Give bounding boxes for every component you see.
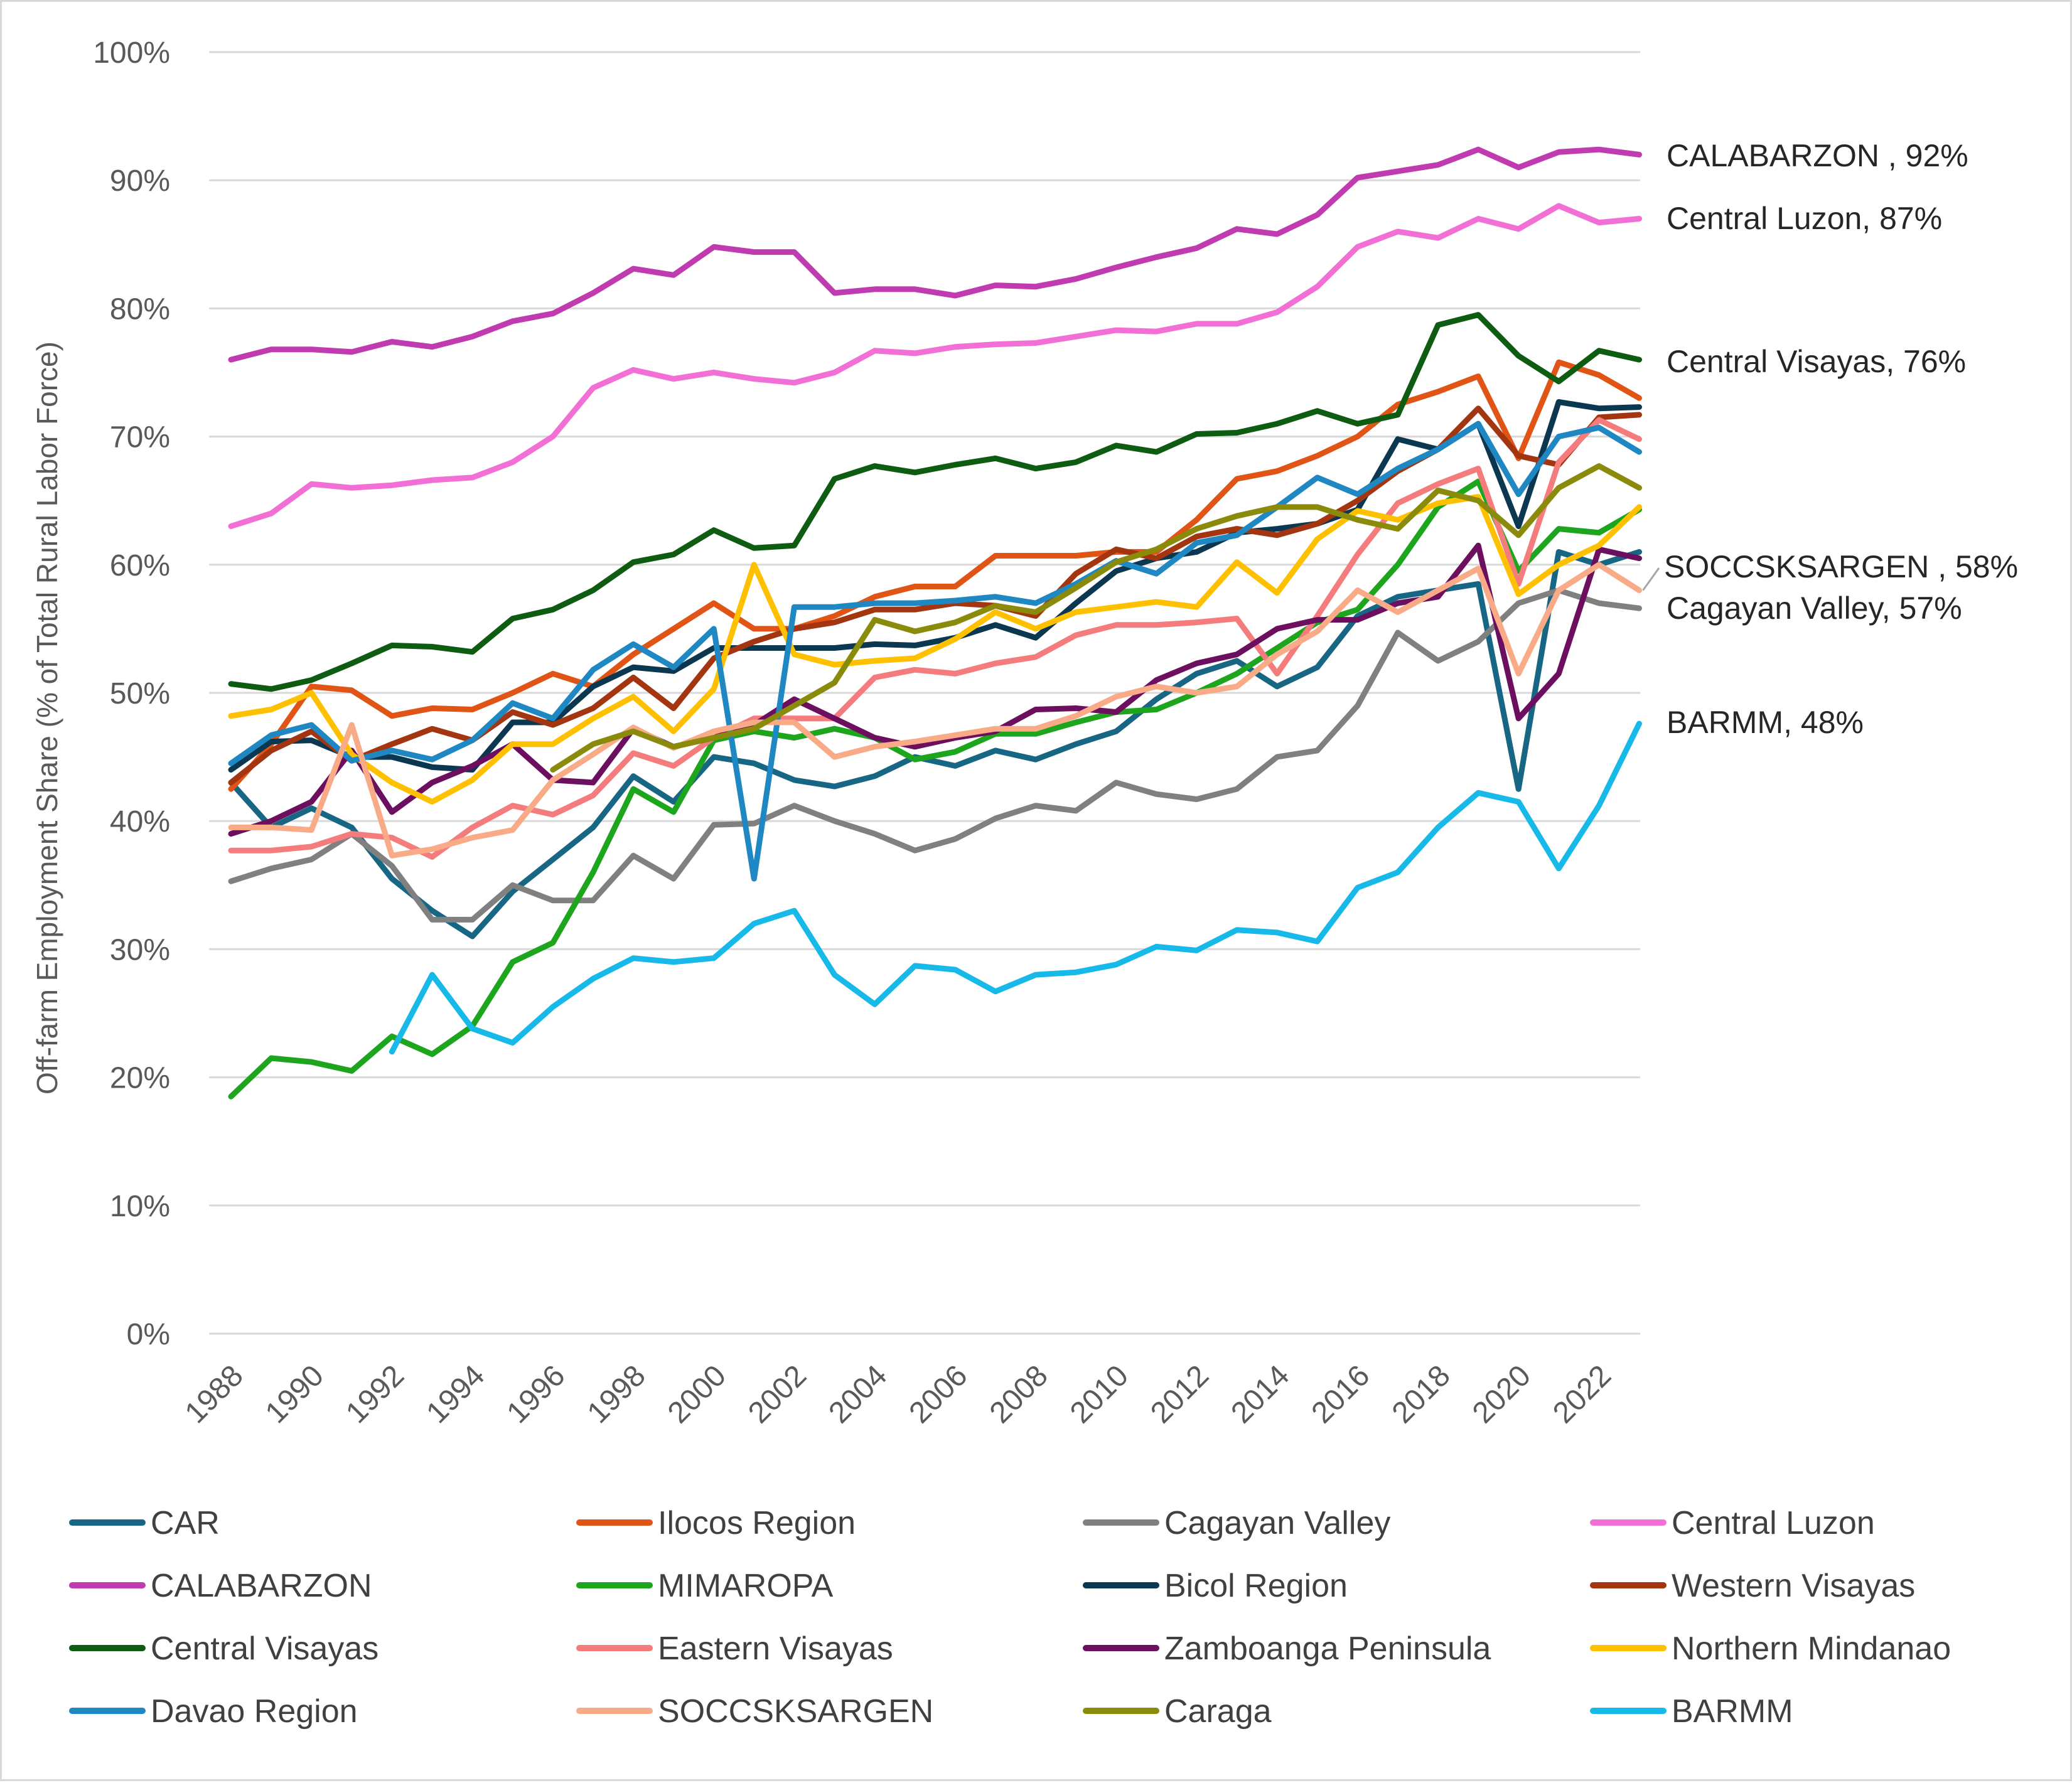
- legend-item-mimaropa: MIMAROPA: [576, 1568, 834, 1604]
- y-tick-label: 50%: [110, 677, 170, 710]
- series-line-soccsksargen: [228, 562, 1642, 859]
- x-tick-label: 1988: [179, 1359, 250, 1430]
- legend-item-central-visayas: Central Visayas: [69, 1630, 378, 1667]
- series-line-car: [228, 549, 1642, 940]
- x-tick-label: 2000: [662, 1359, 733, 1430]
- series-line-davao-region: [228, 420, 1642, 882]
- legend-item-northern-mindanao: Northern Mindanao: [1590, 1630, 1951, 1667]
- x-tick-label: 2004: [822, 1359, 893, 1430]
- legend-item-eastern-visayas: Eastern Visayas: [576, 1630, 893, 1667]
- legend-label: Central Visayas: [151, 1630, 378, 1667]
- series-line-caraga: [550, 463, 1642, 773]
- series-line-barmm: [389, 720, 1642, 1055]
- legend-label: Northern Mindanao: [1672, 1630, 1951, 1667]
- annotation-leader-soccsksargen: [1642, 567, 1660, 591]
- legend-item-car: CAR: [69, 1505, 220, 1541]
- y-tick-label: 10%: [110, 1190, 170, 1223]
- legend-label: Western Visayas: [1672, 1568, 1915, 1604]
- y-tick-label: 20%: [110, 1062, 170, 1095]
- x-tick-label: 1990: [259, 1359, 330, 1430]
- x-tick-label: 1998: [581, 1359, 652, 1430]
- legend-label: Ilocos Region: [658, 1505, 856, 1541]
- annotations: CALABARZON , 92% Central Luzon, 87% Centra…: [1642, 138, 2018, 740]
- x-tick-label: 1994: [420, 1359, 491, 1430]
- legend-item-caraga: Caraga: [1083, 1693, 1272, 1730]
- legend-label: CALABARZON: [151, 1568, 372, 1604]
- y-tick-label: 100%: [93, 36, 170, 70]
- series-line-eastern-visayas: [228, 417, 1642, 860]
- x-tick-label: 2022: [1547, 1359, 1618, 1430]
- x-tick-label: 2014: [1225, 1359, 1296, 1430]
- series-line-ilocos-region: [228, 359, 1642, 792]
- legend-label: BARMM: [1672, 1693, 1793, 1730]
- gridlines: [209, 51, 1640, 1335]
- x-tick-label: 2012: [1144, 1359, 1215, 1430]
- y-tick-label: 70%: [110, 421, 170, 454]
- legend-label: MIMAROPA: [658, 1568, 834, 1604]
- legend-item-cagayan-valley: Cagayan Valley: [1083, 1505, 1390, 1541]
- series-line-central-visayas: [228, 312, 1642, 692]
- legend-item-davao-region: Davao Region: [69, 1693, 358, 1730]
- series-line-mimaropa: [228, 478, 1642, 1100]
- x-tick-label: 2016: [1306, 1359, 1377, 1430]
- legend-label: Caraga: [1164, 1693, 1272, 1730]
- x-tick-label: 2010: [1064, 1359, 1135, 1430]
- legend-item-zamboanga-peninsula: Zamboanga Peninsula: [1083, 1630, 1491, 1667]
- x-tick-label: 2002: [742, 1359, 813, 1430]
- series-line-zamboanga-peninsula: [228, 542, 1642, 837]
- y-tick-label: 30%: [110, 933, 170, 966]
- series-line-northern-mindanao: [228, 494, 1642, 805]
- y-axis-label: Off-farm Employment Share (% of Total Ru…: [31, 341, 63, 1095]
- y-tick-label: 80%: [110, 292, 170, 326]
- legend-label: Cagayan Valley: [1164, 1505, 1390, 1541]
- legend-label: CAR: [151, 1505, 220, 1541]
- x-tick-label: 2020: [1466, 1359, 1537, 1430]
- x-tick-label: 1996: [501, 1359, 572, 1430]
- legend: CAR Ilocos Region Cagayan Valley Central Lu…: [69, 1505, 1951, 1730]
- annotation-cagayan-valley: Cagayan Valley, 57%: [1667, 591, 1962, 626]
- x-tick-label: 2008: [984, 1359, 1055, 1430]
- legend-label: SOCCSKSARGEN: [658, 1693, 933, 1730]
- series-line-calabarzon: [228, 146, 1642, 363]
- y-tick-label: 40%: [110, 805, 170, 838]
- annotation-central-visayas: Central Visayas, 76%: [1667, 344, 1966, 379]
- y-tick-label: 0%: [127, 1318, 170, 1351]
- annotation-barmm: BARMM, 48%: [1667, 705, 1864, 740]
- legend-label: Central Luzon: [1672, 1505, 1875, 1541]
- legend-label: Bicol Region: [1164, 1568, 1348, 1604]
- legend-label: Davao Region: [151, 1693, 358, 1730]
- legend-item-soccsksargen: SOCCSKSARGEN: [576, 1693, 933, 1730]
- legend-item-barmm: BARMM: [1590, 1693, 1793, 1730]
- series-lines: [228, 146, 1642, 1100]
- legend-label: Zamboanga Peninsula: [1164, 1630, 1491, 1667]
- legend-item-ilocos-region: Ilocos Region: [576, 1505, 856, 1541]
- annotation-soccsksargen: SOCCSKSARGEN , 58%: [1664, 549, 2018, 584]
- series-line-cagayan-valley: [228, 587, 1642, 923]
- legend-item-central-luzon: Central Luzon: [1590, 1505, 1875, 1541]
- legend-item-western-visayas: Western Visayas: [1590, 1568, 1915, 1604]
- y-tick-label: 60%: [110, 549, 170, 582]
- annotation-central-luzon: Central Luzon, 87%: [1667, 201, 1942, 236]
- x-tick-label: 1992: [340, 1359, 411, 1430]
- annotation-calabarzon: CALABARZON , 92%: [1667, 138, 1968, 173]
- x-tick-label: 2006: [903, 1359, 974, 1430]
- x-tick-label: 2018: [1386, 1359, 1457, 1430]
- legend-label: Eastern Visayas: [658, 1630, 893, 1667]
- y-axis-ticks: 0% 10% 20% 30% 40% 50% 60% 70% 80% 90% 100%: [93, 36, 170, 1351]
- legend-item-calabarzon: CALABARZON: [69, 1568, 372, 1604]
- series-line-central-luzon: [228, 203, 1642, 529]
- y-tick-label: 90%: [110, 164, 170, 198]
- x-axis-ticks: 1988 1990 1992 1994 1996 1998 2000 2002 2004 2006…: [179, 1359, 1618, 1430]
- legend-item-bicol-region: Bicol Region: [1083, 1568, 1348, 1604]
